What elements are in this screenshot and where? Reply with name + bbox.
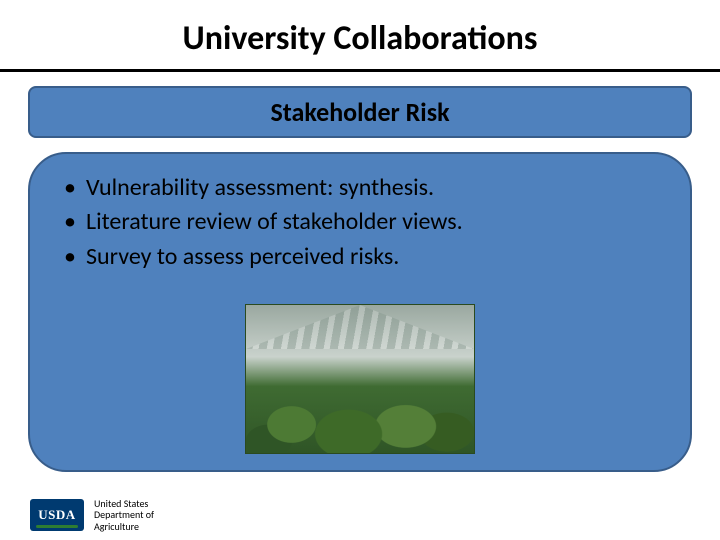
footer-org-text: United States Department of Agriculture bbox=[94, 498, 154, 533]
subtitle-box: Stakeholder Risk bbox=[28, 86, 692, 138]
list-item: Vulnerability assessment: synthesis. bbox=[58, 172, 662, 204]
usda-logo-icon: USDA bbox=[30, 499, 84, 531]
greenhouse-roof-icon bbox=[246, 305, 474, 349]
usda-logo-text: USDA bbox=[38, 507, 75, 523]
greenhouse-image bbox=[245, 304, 475, 454]
content-box: Vulnerability assessment: synthesis. Lit… bbox=[28, 152, 692, 472]
list-item: Literature review of stakeholder views. bbox=[58, 206, 662, 238]
greenhouse-foliage-icon bbox=[246, 358, 474, 453]
subtitle-text: Stakeholder Risk bbox=[270, 96, 449, 128]
page-title: University Collaborations bbox=[0, 0, 720, 69]
bullet-list: Vulnerability assessment: synthesis. Lit… bbox=[58, 172, 662, 273]
footer: USDA United States Department of Agricul… bbox=[30, 498, 154, 533]
footer-org-line: Department of bbox=[94, 509, 154, 521]
footer-org-line: Agriculture bbox=[94, 521, 154, 533]
title-underline bbox=[0, 69, 720, 72]
list-item: Survey to assess perceived risks. bbox=[58, 241, 662, 273]
